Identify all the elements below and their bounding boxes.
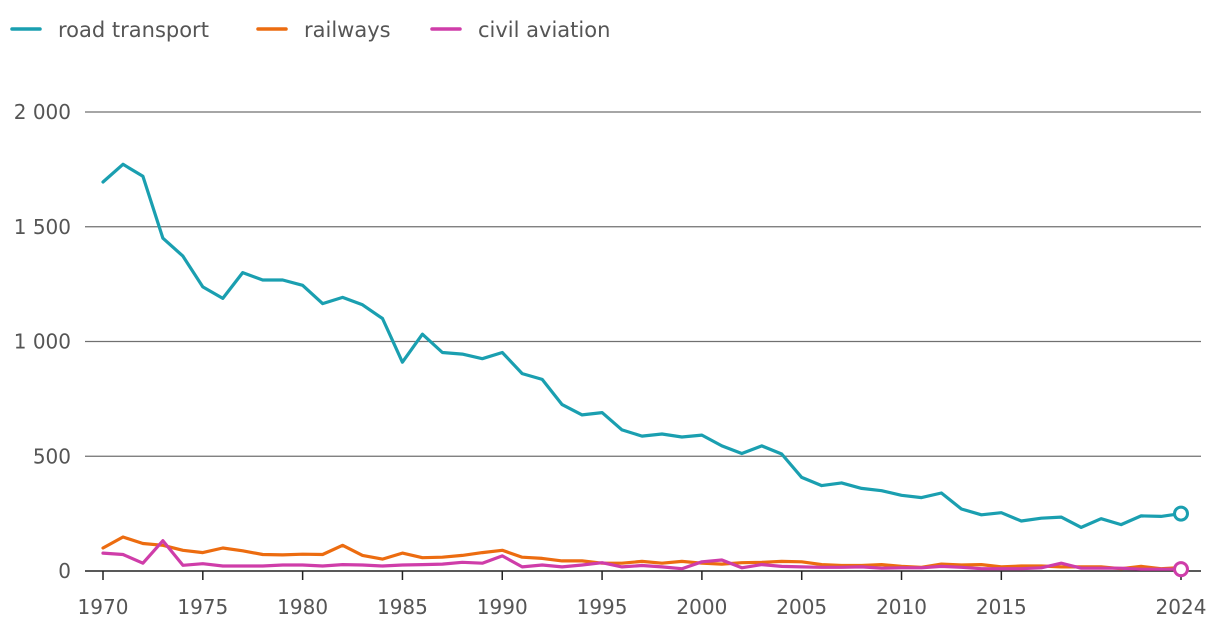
x-tick-label: 2005 [776,595,827,619]
y-tick-label: 2 000 [14,100,71,124]
legend-item-civil-aviation: civil aviation [430,18,610,42]
x-tick-label: 1985 [377,595,428,619]
series-civil-aviation [101,539,1189,578]
legend-label: civil aviation [478,18,610,42]
y-tick-label: 500 [33,444,71,468]
x-tick-label: 2015 [976,595,1027,619]
series-railways [101,535,1183,571]
x-tick-label: 1990 [477,595,528,619]
x-tick-label: 2010 [876,595,927,619]
end-point-civil-aviation [1173,561,1189,578]
end-point-road-transport [1173,505,1189,522]
x-tick-label: 1975 [177,595,228,619]
x-tick-label: 2000 [676,595,727,619]
x-tick-label: 1970 [78,595,129,619]
x-tick-label: 2024 [1156,595,1207,619]
legend-label: railways [304,18,391,42]
series-line-road-transport [101,162,1183,529]
y-tick-label: 1 000 [14,330,71,354]
y-tick-label: 0 [58,559,71,583]
series-layer [101,162,1189,578]
x-tick-label: 1980 [277,595,328,619]
series-road-transport [101,162,1189,529]
legend-item-railways: railways [256,18,391,42]
series-line-railways [101,535,1183,571]
x-axis: 1970 1975 1980 1985 1990 1995 2000 2005 2010 2015… [78,571,1207,619]
gridlines [85,111,1201,572]
legend-item-road-transport: road transport [10,18,209,42]
x-tick-label: 1995 [577,595,628,619]
y-axis: 0 500 1 000 1 500 2 000 [14,100,71,583]
y-tick-label: 1 500 [14,215,71,239]
legend: road transport railways civil aviation [10,18,610,42]
legend-label: road transport [58,18,209,42]
series-line-civil-aviation [101,539,1183,571]
